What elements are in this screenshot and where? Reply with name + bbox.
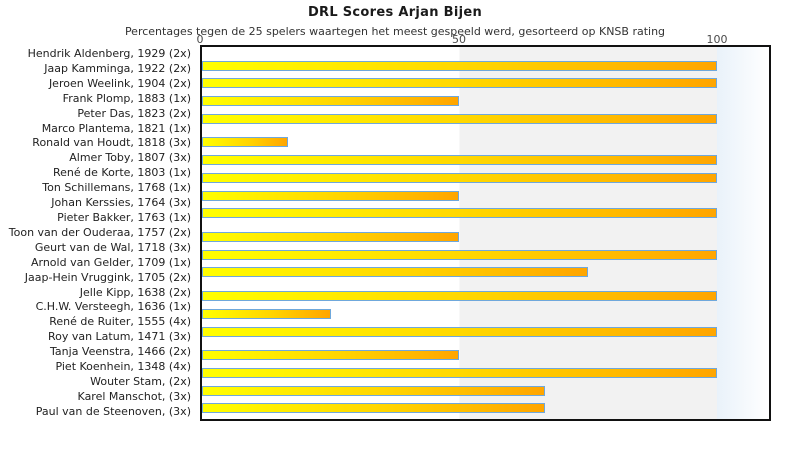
score-bar [202,291,717,302]
player-label: Frank Plomp, 1883 (1x) [62,91,191,105]
plot-area [200,45,771,421]
chart-row [202,59,769,77]
chart-row [202,384,769,402]
bar-rows [202,47,769,419]
chart-row [202,171,769,189]
player-label: Marco Plantema, 1821 (1x) [41,121,191,135]
player-label: Jaap-Hein Vruggink, 1705 (2x) [24,270,191,284]
chart-row [202,153,769,171]
chart-title: DRL Scores Arjan Bijen [307,5,483,20]
score-bar [202,155,717,166]
chart-row [202,230,769,248]
player-label: Pieter Bakker, 1763 (1x) [57,210,191,224]
player-label: Jelle Kipp, 1638 (2x) [79,285,191,299]
player-label: C.H.W. Versteegh, 1636 (1x) [35,300,191,314]
x-axis-tick-0: 0 [196,33,204,46]
score-bar [202,267,589,278]
y-axis-labels: Hendrik Aldenberg, 1929 (2x) Jaap Kamming… [0,47,196,419]
score-bar [202,308,331,319]
chart-subtitle: Percentages tegen de 25 spelers waartege… [124,25,666,38]
chart-row [202,348,769,366]
player-label: Tanja Veenstra, 1466 (2x) [50,345,191,359]
score-bar [202,60,717,71]
chart-row [202,94,769,112]
player-label: Wouter Stam, (2x) [90,374,191,388]
player-label: Arnold van Gelder, 1709 (1x) [30,255,191,269]
player-label: Peter Das, 1823 (2x) [77,106,191,120]
chart-row [202,248,769,266]
player-label: Paul van de Steenoven, (3x) [35,404,191,418]
player-label: Geurt van de Wal, 1718 (3x) [34,240,191,254]
player-label: René de Ruiter, 1555 (4x) [49,315,191,329]
score-bar [202,137,288,148]
score-bar [202,172,717,183]
chart-row [202,135,769,153]
chart-row [202,325,769,343]
chart-row [202,307,769,325]
chart-row [202,401,769,419]
player-label: Roy van Latum, 1471 (3x) [47,330,191,344]
player-label: Karel Manschot, (3x) [77,389,191,403]
score-bar [202,78,717,89]
score-bar [202,208,717,219]
score-bar [202,190,460,201]
player-label: Ronald van Houdt, 1818 (3x) [32,136,191,150]
score-bar [202,249,717,260]
chart-row [202,289,769,307]
player-label: Toon van der Ouderaa, 1757 (2x) [8,225,191,239]
score-bar [202,367,717,378]
player-label: Ton Schillemans, 1768 (1x) [42,181,191,195]
score-bar [202,403,546,414]
score-bar [202,113,717,124]
score-bar [202,96,460,107]
x-axis-tick-50: 50 [452,33,466,46]
score-bar [202,350,460,361]
chart-row [202,206,769,224]
chart-row [202,366,769,384]
player-label: Johan Kerssies, 1764 (3x) [51,196,191,210]
player-label: Jeroen Weelink, 1904 (2x) [48,76,191,90]
x-axis-tick-100: 100 [706,33,728,46]
player-label: René de Korte, 1803 (1x) [53,166,191,180]
player-label: Piet Koenhein, 1348 (4x) [55,360,191,374]
chart-row [202,112,769,130]
score-bar [202,231,460,242]
score-bar [202,326,717,337]
player-label: Almer Toby, 1807 (3x) [69,151,191,165]
score-bar [202,385,546,396]
chart-row [202,189,769,207]
player-label: Hendrik Aldenberg, 1929 (2x) [27,47,191,60]
chart-row [202,76,769,94]
player-label: Jaap Kamminga, 1922 (2x) [44,61,191,75]
chart-row [202,265,769,283]
